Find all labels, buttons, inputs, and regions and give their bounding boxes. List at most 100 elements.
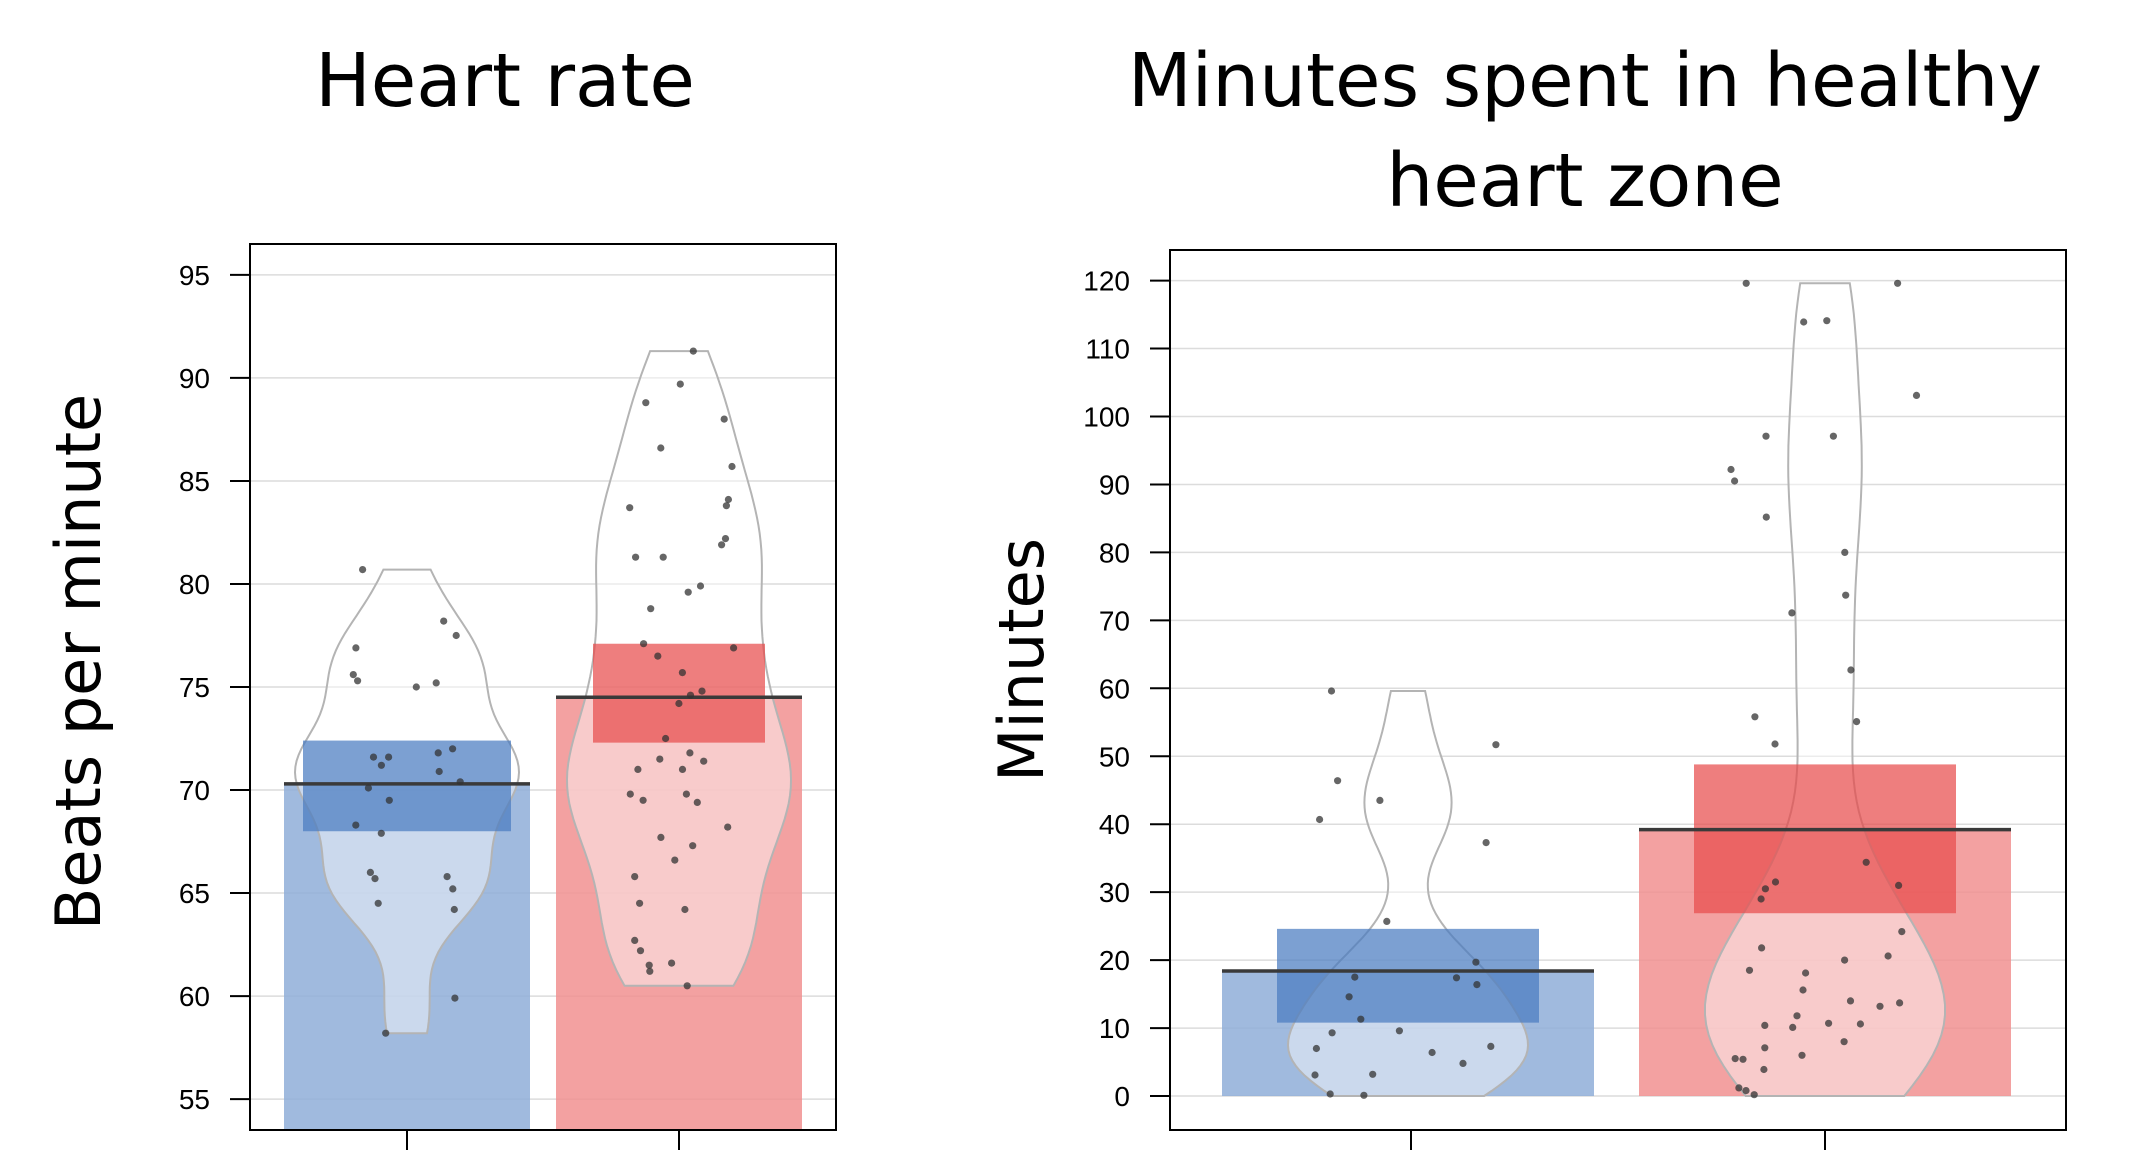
data-point (1750, 1091, 1758, 1099)
data-point (1896, 999, 1904, 1007)
y-tick-label: 65 (179, 878, 210, 909)
data-point (1825, 1019, 1833, 1027)
data-point (700, 757, 708, 765)
data-point (678, 765, 687, 774)
data-point (1846, 997, 1855, 1005)
data-point (443, 873, 451, 881)
data-point (1853, 718, 1861, 726)
data-point (684, 588, 692, 596)
y-tick-label: 80 (179, 569, 210, 600)
data-point (631, 936, 639, 945)
data-point (1840, 1038, 1848, 1046)
data-point (668, 959, 676, 967)
data-point (364, 784, 372, 792)
chart-title-line: Minutes spent in healthy (1128, 38, 2042, 124)
data-point (634, 765, 642, 774)
data-point (1482, 839, 1490, 847)
data-point (1802, 969, 1810, 977)
data-point (1912, 391, 1921, 399)
data-point (636, 947, 645, 955)
data-point (646, 967, 654, 975)
data-point (686, 691, 695, 699)
y-tick-label: 50 (1099, 741, 1130, 772)
data-point (1757, 895, 1765, 903)
data-point (662, 734, 670, 743)
data-point (698, 687, 706, 695)
data-point (730, 644, 738, 652)
data-point (1762, 432, 1770, 440)
data-point (1761, 885, 1769, 893)
y-tick-label: 60 (179, 981, 210, 1012)
data-point (1856, 1020, 1864, 1028)
data-point (377, 829, 385, 837)
data-point (434, 749, 442, 757)
plot-frame (249, 243, 837, 1131)
data-point (1793, 1012, 1801, 1020)
data-point (456, 778, 464, 786)
data-point (659, 553, 667, 561)
data-point (721, 535, 730, 543)
data-point (1369, 1070, 1377, 1078)
y-tick-label: 30 (1099, 877, 1130, 908)
data-point (1829, 432, 1837, 440)
data-point (657, 833, 665, 842)
data-point (1473, 981, 1481, 989)
data-point (1742, 279, 1750, 287)
data-point (451, 994, 459, 1002)
y-tick-label: 120 (1083, 266, 1130, 297)
data-point (385, 753, 393, 761)
data-point (1311, 1071, 1319, 1079)
data-point (718, 541, 726, 549)
data-point (654, 652, 662, 660)
data-point (1328, 1029, 1336, 1037)
data-point (1345, 993, 1353, 1001)
data-point (1334, 777, 1342, 785)
data-point (1383, 917, 1391, 926)
data-point (671, 856, 679, 864)
plot-frame (1169, 249, 2067, 1131)
data-point (1492, 741, 1500, 749)
data-point (639, 796, 647, 804)
data-point (1841, 956, 1849, 964)
data-point (1735, 1084, 1743, 1092)
y-tick-label: 100 (1083, 401, 1130, 432)
y-tick-label: 75 (179, 672, 210, 703)
confidence-interval-box (593, 643, 765, 743)
violin-shape (1704, 282, 1946, 1097)
data-point (452, 631, 460, 640)
data-point (352, 644, 360, 652)
data-point (696, 582, 705, 590)
data-point (382, 1029, 390, 1037)
data-point (435, 767, 443, 776)
data-point (432, 679, 440, 687)
y-tick-label: 90 (1099, 469, 1130, 500)
data-point (642, 399, 650, 407)
data-point (1771, 878, 1780, 886)
data-point (1745, 966, 1754, 974)
data-point (1742, 1087, 1750, 1095)
y-tick-label: 40 (1099, 809, 1130, 840)
confidence-interval-box (303, 740, 511, 832)
data-point (1847, 666, 1855, 674)
y-tick-label: 85 (179, 466, 210, 497)
data-point (1459, 1059, 1467, 1067)
data-point (631, 873, 639, 881)
y-tick-label: 95 (179, 260, 210, 291)
chart-title-line: heart zone (1386, 138, 1783, 224)
data-point (1761, 1021, 1769, 1029)
data-point (1452, 974, 1461, 982)
data-point (689, 347, 697, 355)
data-point (683, 982, 691, 990)
data-point (632, 553, 640, 561)
data-point (675, 699, 683, 708)
data-point (1876, 1002, 1884, 1010)
data-point (640, 640, 648, 648)
data-point (645, 961, 653, 969)
heart-rate-panel: Heart rate Beats per minute 55 60 65 70 75 80 85… (42, 38, 837, 1150)
data-point (1731, 1055, 1739, 1063)
y-tick-label: 20 (1099, 945, 1130, 976)
data-point (1376, 796, 1384, 805)
y-tick-label: 10 (1099, 1013, 1130, 1044)
data-point (369, 753, 378, 761)
